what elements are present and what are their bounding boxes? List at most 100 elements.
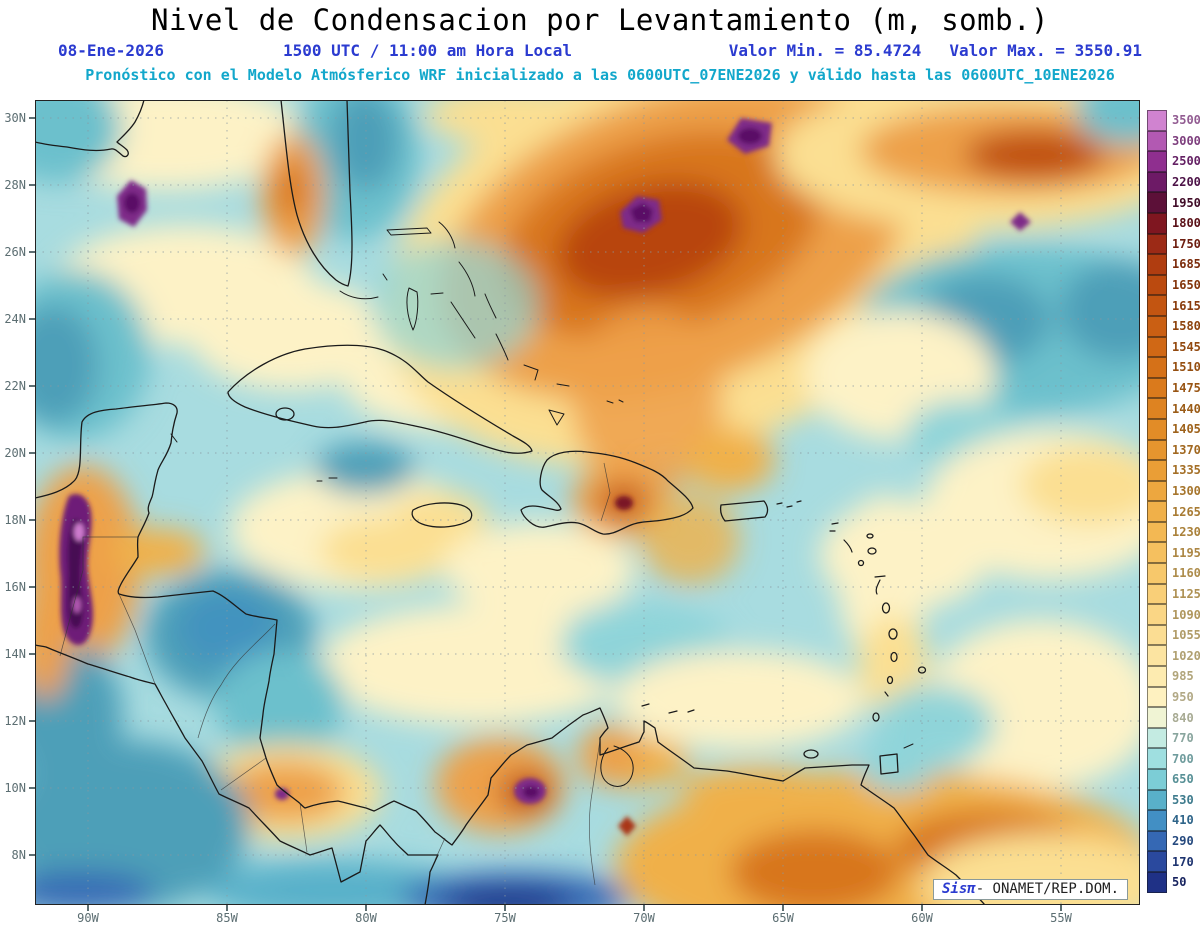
colorbar-row: 1300 <box>1147 480 1200 502</box>
lat-tickmark <box>29 653 35 655</box>
colorbar-level-label: 2200 <box>1172 175 1200 190</box>
lon-tick-label: 70W <box>633 911 655 925</box>
model-run-line: Pronóstico con el Modelo Atmósferico WRF… <box>85 66 1115 84</box>
colorbar-row: 1750 <box>1147 233 1200 255</box>
lat-tickmark <box>29 720 35 722</box>
lon-tick-label: 90W <box>77 911 99 925</box>
colorbar-row: 1950 <box>1147 192 1200 213</box>
colorbar-row: 410 <box>1147 810 1200 831</box>
colorbar-level-label: 1545 <box>1172 339 1200 354</box>
colorbar-swatch <box>1147 851 1167 872</box>
colorbar-level-label: 1020 <box>1172 648 1200 663</box>
colorbar-swatch <box>1147 212 1167 234</box>
colorbar-level-label: 530 <box>1172 792 1194 807</box>
colorbar-level-label: 1685 <box>1172 257 1200 272</box>
lon-tickmark <box>504 905 506 911</box>
colorbar-level-label: 700 <box>1172 751 1194 766</box>
header-line-2: 08-Ene-2026 1500 UTC / 11:00 am Hora Loc… <box>0 41 1200 61</box>
colorbar-swatch <box>1147 439 1167 461</box>
colorbar-level-label: 1055 <box>1172 628 1200 643</box>
colorbar-row: 650 <box>1147 769 1200 790</box>
valid-time: 1500 UTC / 11:00 am Hora Local <box>283 41 572 60</box>
colorbar-row: 1545 <box>1147 336 1200 358</box>
map-area: Sisπ- ONAMET/REP.DOM. <box>35 100 1140 905</box>
colorbar-level-label: 650 <box>1172 772 1194 787</box>
colorbar-row: 770 <box>1147 727 1200 749</box>
colorbar-level-label: 170 <box>1172 854 1194 869</box>
colorbar-level-label: 1510 <box>1172 360 1200 375</box>
colorbar-row: 1055 <box>1147 624 1200 646</box>
colorbar-row: 1020 <box>1147 645 1200 667</box>
colorbar-level-label: 1195 <box>1172 545 1200 560</box>
colorbar-level-label: 1370 <box>1172 442 1200 457</box>
lat-tick-label: 8N <box>11 848 26 862</box>
colorbar-level-label: 1615 <box>1172 298 1200 313</box>
colorbar-swatch <box>1147 377 1167 399</box>
lat-tickmark <box>29 787 35 789</box>
colorbar-swatch <box>1147 604 1167 625</box>
colorbar-row: 1475 <box>1147 377 1200 399</box>
lon-tickmark <box>921 905 923 911</box>
colorbar-row: 170 <box>1147 851 1200 872</box>
colorbar-level-label: 1750 <box>1172 236 1200 251</box>
colorbar-level-label: 1230 <box>1172 525 1200 540</box>
colorbar-row: 1230 <box>1147 521 1200 543</box>
lat-tick-label: 24N <box>4 312 26 326</box>
colorbar-swatch <box>1147 748 1167 769</box>
colorbar-level-label: 1300 <box>1172 483 1200 498</box>
map-svg <box>35 100 1140 905</box>
colorbar-swatch <box>1147 830 1167 852</box>
colorbar-level-label: 50 <box>1172 875 1187 890</box>
colorbar-swatch <box>1147 769 1167 790</box>
colorbar-swatch <box>1147 480 1167 502</box>
lat-axis: 30N 28N 26N 24N 22N 20N 18N 16N 14N 12N 10N 8N <box>0 100 35 905</box>
colorbar-row: 530 <box>1147 789 1200 811</box>
lon-tick-label: 80W <box>355 911 377 925</box>
lon-tick-label: 60W <box>911 911 933 925</box>
attribution-org: - ONAMET/REP.DOM. <box>975 881 1119 897</box>
colorbar-level-label: 950 <box>1172 689 1194 704</box>
lon-tickmark <box>87 905 89 911</box>
lon-tick-label: 55W <box>1050 911 1072 925</box>
map-frame <box>35 100 1140 905</box>
colorbar-level-label: 410 <box>1172 813 1194 828</box>
extreme-cores <box>59 118 1031 836</box>
colorbar-swatch <box>1147 810 1167 831</box>
colorbar-level-label: 1125 <box>1172 586 1200 601</box>
colorbar-row: 1335 <box>1147 460 1200 481</box>
colorbar-swatch <box>1147 171 1167 193</box>
colorbar-row: 290 <box>1147 830 1200 852</box>
lon-tickmark <box>1060 905 1062 911</box>
lon-tickmark <box>226 905 228 911</box>
lat-tick-label: 22N <box>4 379 26 393</box>
colorbar-swatch <box>1147 789 1167 811</box>
colorbar-swatch <box>1147 315 1167 337</box>
colorbar-swatch <box>1147 151 1167 172</box>
colorbar-row: 50 <box>1147 871 1200 893</box>
colorbar-level-label: 1440 <box>1172 401 1200 416</box>
colorbar-swatch <box>1147 563 1167 584</box>
lcl-field <box>35 100 1140 905</box>
colorbar-row: 3000 <box>1147 130 1200 152</box>
colorbar-level-label: 1650 <box>1172 278 1200 293</box>
colorbar-level-label: 985 <box>1172 669 1194 684</box>
colorbar-row: 950 <box>1147 686 1200 708</box>
lat-tickmark <box>29 117 35 119</box>
colorbar-swatch <box>1147 707 1167 728</box>
lat-tickmark <box>29 854 35 856</box>
lat-tick-label: 18N <box>4 513 26 527</box>
country-borders <box>59 462 611 886</box>
colorbar-level-label: 1580 <box>1172 319 1200 334</box>
colorbar-level-label: 1335 <box>1172 463 1200 478</box>
colorbar-level-label: 1265 <box>1172 504 1200 519</box>
lat-tickmark <box>29 452 35 454</box>
colorbar-row: 840 <box>1147 707 1200 728</box>
lat-tickmark <box>29 519 35 521</box>
colorbar-swatch <box>1147 542 1167 564</box>
lat-tickmark <box>29 184 35 186</box>
lat-tickmark <box>29 318 35 320</box>
colorbar-swatch <box>1147 398 1167 419</box>
colorbar-swatch <box>1147 624 1167 646</box>
colorbar-row: 3500 <box>1147 110 1200 131</box>
colorbar-row: 1650 <box>1147 274 1200 296</box>
